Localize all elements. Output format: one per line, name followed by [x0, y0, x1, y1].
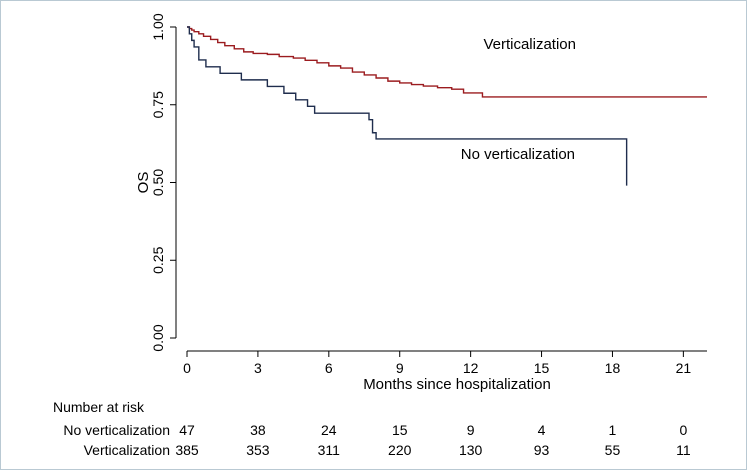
x-tick-label: 6	[325, 360, 333, 376]
risk-value: 47	[179, 422, 195, 438]
risk-value: 15	[392, 422, 408, 438]
x-tick-label: 18	[605, 360, 621, 376]
risk-table-heading: Number at risk	[53, 399, 145, 415]
series-label-no-verticalization: No verticalization	[461, 146, 575, 163]
risk-value: 11	[676, 442, 691, 458]
risk-value: 38	[250, 422, 266, 438]
risk-value: 24	[321, 422, 337, 438]
axes: 0.00 0.25 0.50 0.75 1.00 0 3 6 9 12 15 18 21	[150, 13, 707, 376]
x-tick-label: 9	[396, 360, 404, 376]
x-tick-label: 0	[183, 360, 191, 376]
risk-value: 0	[679, 422, 687, 438]
risk-value: 311	[318, 442, 341, 458]
y-axis-title: OS	[135, 172, 152, 194]
y-ticks: 0.00 0.25 0.50 0.75 1.00	[150, 13, 176, 352]
x-tick-label: 12	[463, 360, 479, 376]
series-label-verticalization: Verticalization	[483, 36, 576, 53]
risk-value: 220	[388, 442, 412, 458]
series-line-no-verticalization	[187, 26, 628, 186]
y-tick-label: 0.75	[150, 91, 166, 118]
y-tick-label: 0.50	[150, 169, 166, 196]
x-tick-label: 15	[534, 360, 550, 376]
risk-value: 1	[609, 422, 617, 438]
risk-value: 385	[175, 442, 199, 458]
risk-row-label-verticalization: Verticalization	[84, 442, 170, 458]
risk-value: 55	[605, 442, 621, 458]
risk-value: 4	[538, 422, 546, 438]
risk-value: 93	[534, 442, 550, 458]
y-tick-label: 0.00	[150, 324, 166, 351]
x-axis-title: Months since hospitalization	[363, 376, 551, 393]
series-line-verticalization	[187, 26, 707, 98]
x-tick-label: 21	[676, 360, 692, 376]
risk-table: Number at risk No verticalization Vertic…	[53, 399, 691, 458]
y-tick-label: 0.25	[150, 246, 166, 273]
series-group	[187, 26, 707, 186]
risk-row-label-no-verticalization: No verticalization	[63, 422, 170, 438]
risk-value: 9	[467, 422, 475, 438]
risk-values: 47 38 24 15 9 4 1 0 385 353 311 220 130 93 55 11	[175, 422, 691, 458]
risk-value: 353	[246, 442, 270, 458]
y-tick-label: 1.00	[150, 13, 166, 40]
risk-value: 130	[459, 442, 483, 458]
x-ticks: 0 3 6 9 12 15 18 21	[183, 351, 691, 376]
x-tick-label: 3	[254, 360, 262, 376]
